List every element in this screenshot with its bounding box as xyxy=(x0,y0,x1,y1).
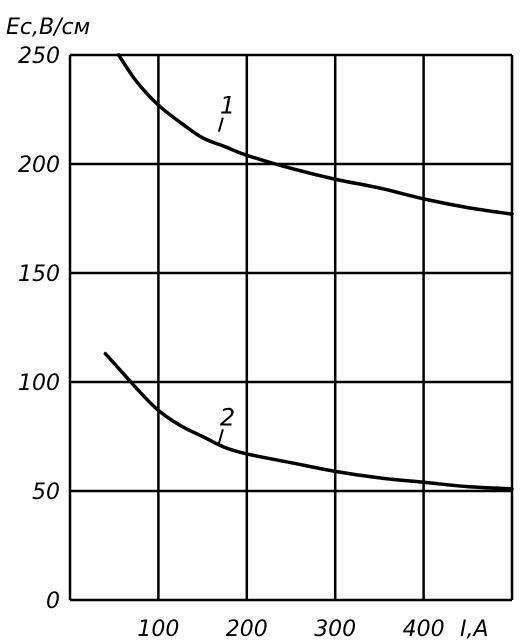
x-tick-label: 100 xyxy=(137,617,179,642)
y-tick-label: 100 xyxy=(18,371,60,396)
x-tick-label: 400 xyxy=(403,617,445,642)
y-tick-label: 250 xyxy=(18,44,60,69)
y-tick-label: 50 xyxy=(32,480,60,505)
series-1-leader xyxy=(217,117,224,132)
x-tick-label: 300 xyxy=(314,617,356,642)
tick-labels: 100 200 300 400 250 200 150 100 50 0 1 2 xyxy=(18,44,445,642)
grid-lines xyxy=(68,53,514,602)
x-tick-label: 200 xyxy=(226,617,268,642)
series-2-leader xyxy=(217,429,224,444)
series-2-label: 2 xyxy=(220,403,235,431)
x-axis-title: I,А xyxy=(460,617,489,642)
series-1-line xyxy=(116,53,514,216)
series-2-line xyxy=(103,351,514,491)
y-tick-label: 0 xyxy=(46,589,60,614)
y-axis-title: Eс,В/см xyxy=(6,15,90,40)
series-curves xyxy=(103,53,514,491)
series-1-label: 1 xyxy=(220,92,235,120)
y-tick-label: 200 xyxy=(18,153,60,178)
y-tick-label: 150 xyxy=(18,262,60,287)
